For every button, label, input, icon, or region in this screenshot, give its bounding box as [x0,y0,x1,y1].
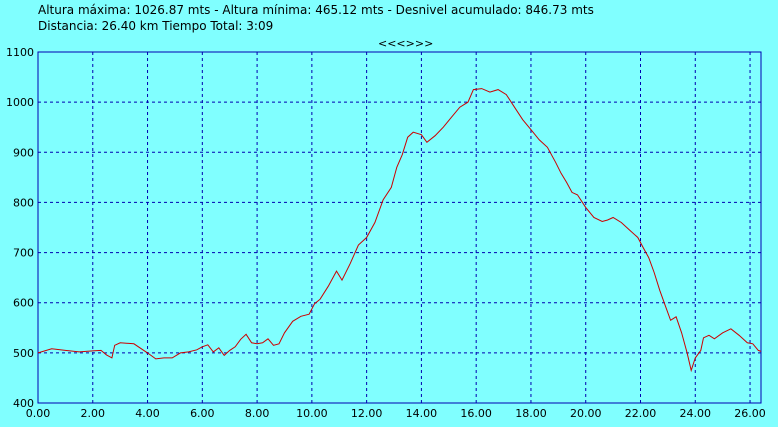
elevation-line [37,88,762,373]
grid [38,52,761,403]
y-tick-label: 700 [13,247,34,260]
y-tick-label: 900 [13,146,34,159]
stats-summary: Altura máxima: 1026.87 mts - Altura míni… [38,3,594,17]
y-axis: 400 500 600 700 800 900 1000 1100 [6,46,34,410]
x-axis: 0.00 2.00 4.00 6.00 8.00 10.00 12.00 14.00 16.00… [26,407,766,420]
y-tick-label: 600 [13,297,34,310]
x-tick-label: 20.00 [570,407,602,420]
x-tick-label: 14.00 [406,407,438,420]
x-tick-label: 12.00 [351,407,383,420]
x-tick-label: 4.00 [135,407,160,420]
y-tick-label: 1100 [6,46,34,59]
x-tick-label: 8.00 [245,407,270,420]
x-tick-label: 22.00 [625,407,657,420]
y-tick-label: 400 [13,397,34,410]
x-tick-label: 16.00 [460,407,492,420]
plot-area [37,51,762,404]
x-tick-label: 0.00 [26,407,51,420]
y-tick-label: 1000 [6,96,34,109]
y-tick-label: 800 [13,196,34,209]
x-tick-label: 10.00 [296,407,328,420]
x-tick-label: 26.00 [734,407,766,420]
x-tick-label: 18.00 [515,407,547,420]
x-tick-label: 2.00 [81,407,106,420]
distance-time-summary: Distancia: 26.40 km Tiempo Total: 3:09 [38,19,274,33]
x-tick-label: 6.00 [190,407,215,420]
zoom-nav-control[interactable]: <<<>>> [378,37,434,50]
x-tick-label: 24.00 [680,407,712,420]
y-tick-label: 500 [13,347,34,360]
